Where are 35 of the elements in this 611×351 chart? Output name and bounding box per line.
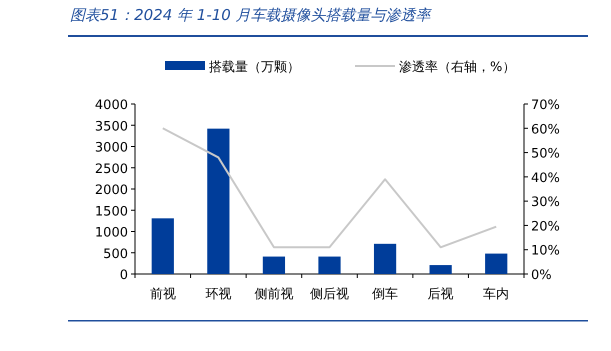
y-tick-label: 2000 <box>94 183 128 198</box>
bar <box>318 256 341 274</box>
y-tick-label: 4000 <box>94 98 128 113</box>
x-tick-label: 后视 <box>428 287 454 302</box>
y2-tick-label: 60% <box>531 122 560 138</box>
x-tick-label: 侧前视 <box>254 287 294 302</box>
x-tick-label: 车内 <box>483 287 510 302</box>
line-series <box>162 127 498 248</box>
bar <box>152 218 174 274</box>
y-tick-label: 3500 <box>94 119 128 134</box>
y-tick-label: 2500 <box>94 162 128 177</box>
y2-tick-label: 30% <box>531 195 560 210</box>
legend-label: 渗透率（右轴，%） <box>399 59 516 75</box>
x-tick-label: 环视 <box>205 287 232 302</box>
y-tick-label: 500 <box>103 246 128 262</box>
y2-tick-label: 50% <box>531 146 560 162</box>
y2-tick-label: 0% <box>531 268 552 283</box>
y-tick-label: 1000 <box>94 226 128 240</box>
y2-tick-label: 10% <box>531 244 560 259</box>
y-tick-label: 1500 <box>94 204 128 220</box>
y-tick-label: 0 <box>120 268 128 283</box>
bar <box>485 254 508 274</box>
legend-label: 搭载量（万颗） <box>209 60 300 75</box>
x-tick-label: 侧后视 <box>310 287 349 302</box>
y-tick-label: 3000 <box>94 140 128 156</box>
y2-tick-label: 20% <box>531 219 560 234</box>
y2-tick-label: 40% <box>531 170 560 186</box>
x-tick-label: 前视 <box>150 287 176 302</box>
bar <box>207 128 230 274</box>
y2-tick-label: 70% <box>531 98 560 113</box>
bar <box>374 244 396 274</box>
chart-title: 图表51：2024 年 1-10 月车载摄像头搭载量与渗透率 <box>70 6 433 24</box>
x-tick-label: 倒车 <box>372 287 398 302</box>
bar <box>430 265 452 274</box>
bar <box>262 256 286 274</box>
